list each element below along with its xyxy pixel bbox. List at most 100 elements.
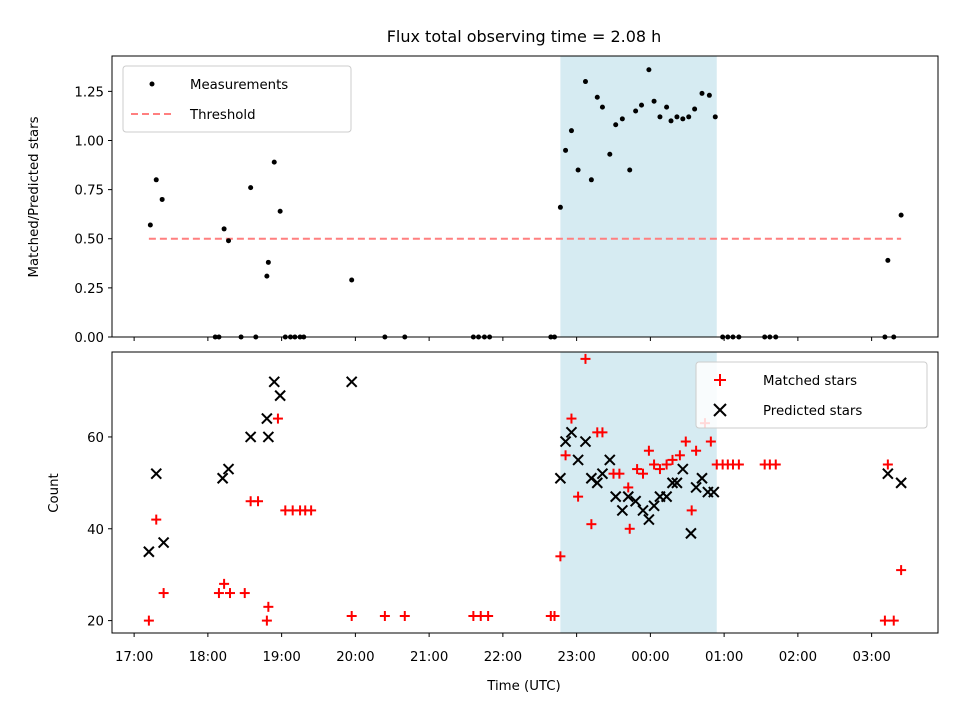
- measurement-point: [563, 147, 569, 153]
- matched-star-point: [399, 611, 410, 622]
- top-y-tick-label: 1.25: [74, 85, 104, 100]
- matched-star-point: [614, 468, 625, 479]
- x-tick-label: 21:00: [410, 650, 448, 665]
- predicted-star-point: [274, 389, 286, 402]
- predicted-star-point: [685, 527, 697, 540]
- matched-star-point: [272, 413, 283, 424]
- measurement-point: [712, 114, 718, 120]
- measurement-point: [885, 257, 891, 263]
- x-tick-label: 20:00: [336, 650, 374, 665]
- matched-star-point: [691, 445, 702, 456]
- matched-star-point: [643, 445, 654, 456]
- measurement-point: [159, 196, 165, 202]
- x-tick-label: 23:00: [557, 650, 595, 665]
- top-panel-ticks: 0.00 0.25 0.50 0.75 1.00 1.25: [74, 85, 873, 346]
- matched-star-point: [649, 459, 660, 470]
- measurement-point: [674, 114, 680, 120]
- matched-star-point: [555, 551, 566, 562]
- measurement-point: [680, 116, 686, 122]
- measurement-point: [221, 226, 227, 232]
- top-ylabel: Matched/Predicted stars: [27, 116, 42, 277]
- top-y-tick-label: 0.75: [74, 184, 104, 199]
- matched-star-point: [770, 459, 781, 470]
- legend-measurements-marker: [149, 81, 155, 87]
- x-tick-label: 03:00: [852, 650, 890, 665]
- predicted-star-point: [660, 490, 673, 503]
- measurement-point: [265, 259, 271, 265]
- bottom-shaded-interval: [560, 352, 717, 633]
- measurement-point: [557, 204, 563, 210]
- measurement-point: [651, 98, 657, 104]
- top-panel: 0.00 0.25 0.50 0.75 1.00 1.25 Matched/Predict…: [27, 55, 939, 346]
- measurement-point: [575, 167, 581, 173]
- predicted-star-point: [882, 467, 894, 480]
- measurement-point: [147, 222, 153, 228]
- matched-star-point: [674, 450, 685, 461]
- matched-star-point: [566, 413, 577, 424]
- matched-star-point: [638, 468, 648, 479]
- measurement-point: [599, 104, 605, 110]
- measurement-point: [699, 90, 705, 96]
- predicted-star-point: [157, 536, 170, 549]
- bottom-panel: 17:00 18:00 19:00 20:00 21:00 22:00 23:00 00:00…: [47, 351, 939, 694]
- matched-star-point: [686, 505, 697, 516]
- matched-star-point: [253, 496, 264, 507]
- predicted-star-point: [643, 513, 655, 526]
- predicted-star-point: [596, 467, 609, 480]
- predicted-star-point: [150, 467, 162, 480]
- measurement-point: [613, 122, 619, 128]
- predicted-star-point: [244, 431, 257, 443]
- predicted-star-point: [671, 477, 683, 489]
- matched-star-point: [597, 427, 608, 438]
- matched-star-point: [261, 615, 272, 626]
- predicted-star-point: [637, 504, 649, 517]
- top-y-tick-label: 1.00: [74, 134, 104, 149]
- top-panel-frame: [111, 55, 939, 338]
- predicted-star-point: [268, 376, 280, 388]
- measurement-point: [657, 114, 663, 120]
- bottom-legend-box: [695, 361, 928, 429]
- predicted-star-point: [610, 490, 622, 503]
- predicted-star-point: [554, 472, 567, 484]
- bottom-legend: Matched stars Predicted stars: [695, 361, 928, 429]
- predicted-star-point: [708, 486, 720, 498]
- matched-star-point: [896, 565, 907, 576]
- measurement-point: [264, 273, 270, 279]
- measurement-point: [588, 177, 594, 183]
- measurement-point: [627, 167, 633, 173]
- measurement-point: [607, 151, 613, 157]
- predicted-star-point: [604, 454, 616, 466]
- predicted-star-point: [690, 481, 702, 494]
- matched-star-point: [624, 523, 635, 534]
- matched-star-point: [483, 611, 494, 622]
- predicted-star-point: [622, 490, 634, 503]
- measurement-point: [692, 106, 698, 112]
- predicted-star-point: [648, 500, 660, 512]
- measurement-point: [668, 118, 674, 124]
- matched-star-point: [549, 611, 560, 622]
- measurement-point: [582, 79, 588, 85]
- bottom-y-tick-label: 60: [87, 431, 104, 446]
- matched-star-point: [263, 601, 274, 612]
- predicted-star-point: [565, 426, 578, 439]
- top-y-tick-label: 0.50: [74, 233, 104, 248]
- measurement-point: [664, 104, 670, 110]
- predicted-star-point: [216, 472, 229, 484]
- x-tick-label: 17:00: [115, 650, 153, 665]
- measurement-point: [277, 208, 283, 214]
- count-points: [143, 353, 907, 626]
- legend-predicted-label: Predicted stars: [763, 404, 862, 419]
- matched-star-point: [143, 615, 154, 626]
- top-legend: Measurements Threshold: [122, 65, 352, 133]
- matched-star-point: [580, 353, 591, 364]
- bottom-y-tick-label: 40: [87, 523, 104, 538]
- measurement-point: [706, 92, 712, 98]
- bottom-panel-frame: [111, 351, 939, 634]
- x-tick-label: 02:00: [779, 650, 817, 665]
- bottom-ylabel: Count: [47, 473, 62, 513]
- matched-star-point: [879, 615, 890, 626]
- measurement-point: [633, 108, 639, 114]
- predicted-star-point: [666, 477, 679, 489]
- matched-star-point: [379, 611, 390, 622]
